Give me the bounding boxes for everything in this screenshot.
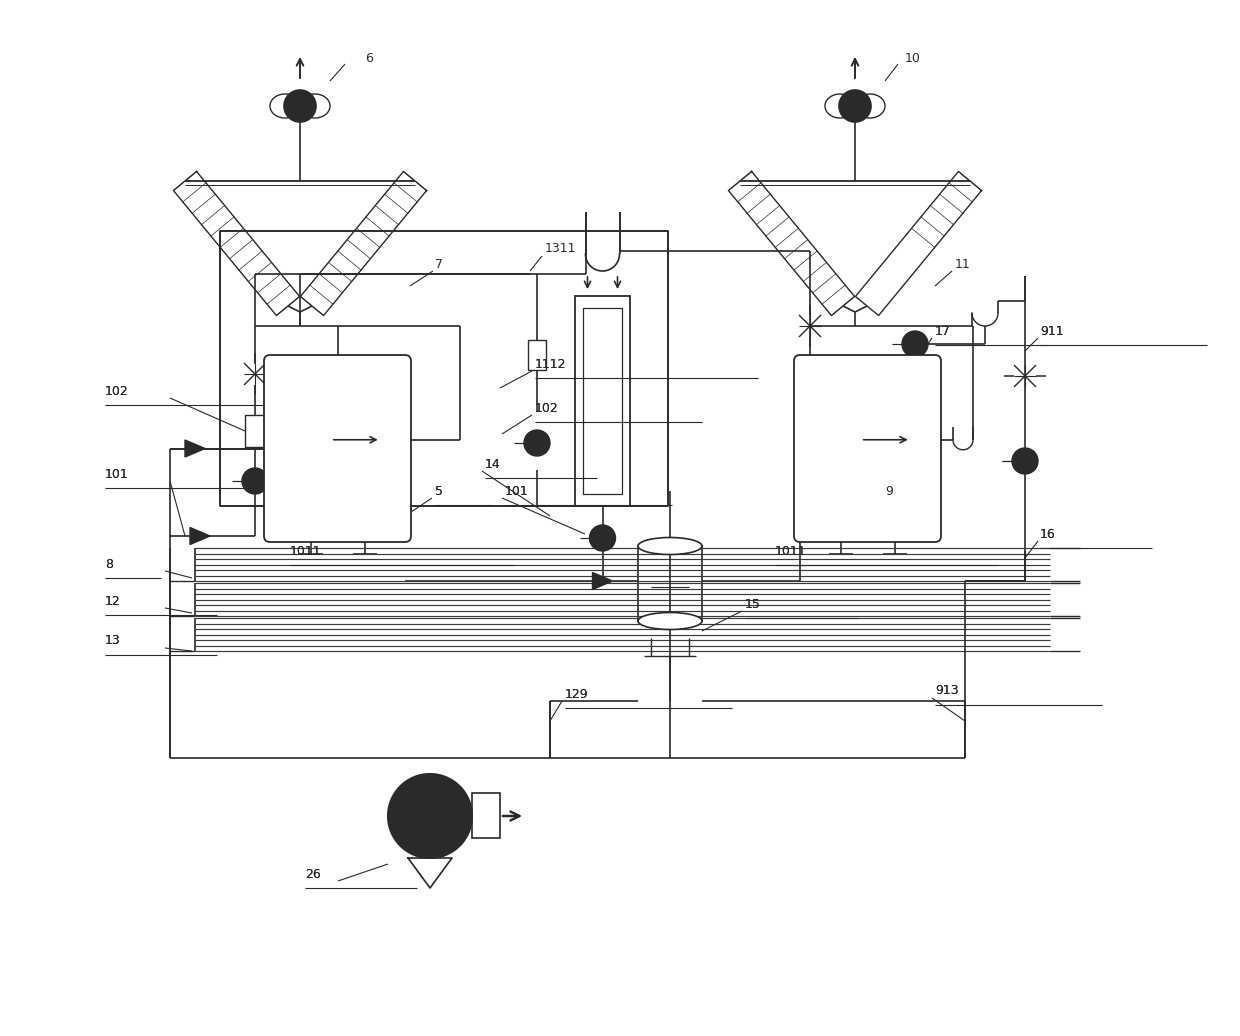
FancyBboxPatch shape bbox=[794, 355, 941, 542]
Text: 9: 9 bbox=[885, 485, 893, 497]
Polygon shape bbox=[174, 172, 300, 316]
Text: M: M bbox=[295, 102, 305, 111]
Polygon shape bbox=[408, 858, 453, 888]
Polygon shape bbox=[593, 573, 613, 589]
Text: 1311: 1311 bbox=[546, 241, 577, 255]
Polygon shape bbox=[728, 172, 854, 316]
Text: 913: 913 bbox=[935, 685, 959, 697]
Circle shape bbox=[525, 430, 551, 456]
Text: 913: 913 bbox=[935, 685, 959, 697]
Bar bbox=[575, 296, 630, 506]
Text: 101: 101 bbox=[105, 467, 129, 481]
Text: 911: 911 bbox=[1040, 324, 1064, 338]
Circle shape bbox=[388, 774, 472, 858]
Text: 1011: 1011 bbox=[290, 545, 321, 557]
Text: 15: 15 bbox=[745, 598, 761, 610]
Text: 102: 102 bbox=[105, 384, 129, 398]
Text: 6: 6 bbox=[365, 52, 373, 64]
Text: 129: 129 bbox=[565, 688, 589, 700]
Text: 101: 101 bbox=[505, 485, 528, 497]
Polygon shape bbox=[856, 172, 982, 316]
Bar bbox=[528, 340, 546, 370]
Text: 10: 10 bbox=[905, 52, 921, 64]
Bar bbox=[583, 308, 622, 494]
Ellipse shape bbox=[639, 612, 702, 630]
Circle shape bbox=[589, 525, 615, 551]
Bar bbox=[246, 415, 265, 447]
Text: 16: 16 bbox=[1040, 527, 1055, 541]
Text: 9: 9 bbox=[885, 485, 893, 497]
Text: 26: 26 bbox=[305, 867, 321, 881]
Polygon shape bbox=[190, 527, 210, 545]
FancyBboxPatch shape bbox=[264, 355, 410, 542]
Text: 16: 16 bbox=[1040, 527, 1055, 541]
Text: 1011: 1011 bbox=[290, 545, 321, 557]
Polygon shape bbox=[300, 172, 427, 316]
Text: 1112: 1112 bbox=[534, 357, 567, 371]
Text: 14: 14 bbox=[485, 458, 501, 470]
Text: 12: 12 bbox=[105, 595, 120, 607]
Text: 5: 5 bbox=[435, 485, 443, 497]
Circle shape bbox=[420, 790, 456, 826]
Text: 8: 8 bbox=[105, 557, 113, 571]
Text: 13: 13 bbox=[105, 634, 120, 648]
Text: 17: 17 bbox=[935, 324, 951, 338]
Circle shape bbox=[839, 90, 870, 122]
Bar bbox=[639, 546, 702, 621]
Text: M: M bbox=[851, 102, 859, 111]
Circle shape bbox=[1012, 448, 1038, 474]
Text: 8: 8 bbox=[105, 557, 113, 571]
Text: 15: 15 bbox=[745, 598, 761, 610]
Bar bbox=[472, 793, 500, 838]
Text: 7: 7 bbox=[435, 258, 443, 270]
Text: 1011: 1011 bbox=[775, 545, 807, 557]
Text: 1011: 1011 bbox=[775, 545, 807, 557]
Text: 101: 101 bbox=[505, 485, 528, 497]
Text: 17: 17 bbox=[935, 324, 951, 338]
Text: 5: 5 bbox=[435, 485, 443, 497]
Text: 12: 12 bbox=[105, 595, 120, 607]
Text: 911: 911 bbox=[1040, 324, 1064, 338]
Text: 26: 26 bbox=[305, 867, 321, 881]
Text: 14: 14 bbox=[485, 458, 501, 470]
Text: 102: 102 bbox=[105, 384, 129, 398]
Circle shape bbox=[284, 90, 316, 122]
Text: 11: 11 bbox=[955, 258, 971, 270]
Polygon shape bbox=[185, 440, 205, 457]
Text: 129: 129 bbox=[565, 688, 589, 700]
Text: 102: 102 bbox=[534, 402, 559, 414]
Bar bbox=[219, 231, 668, 506]
Circle shape bbox=[901, 330, 928, 357]
Text: 13: 13 bbox=[105, 634, 120, 648]
Circle shape bbox=[242, 468, 268, 494]
Ellipse shape bbox=[639, 538, 702, 554]
Text: 101: 101 bbox=[105, 467, 129, 481]
Text: 102: 102 bbox=[534, 402, 559, 414]
Text: 1112: 1112 bbox=[534, 357, 567, 371]
